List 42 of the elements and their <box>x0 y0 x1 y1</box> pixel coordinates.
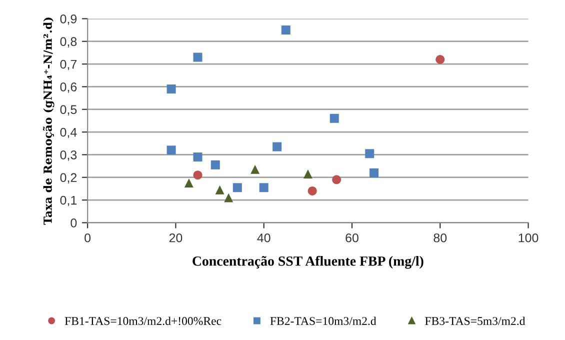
y-tick-label: 0,2 <box>60 173 77 184</box>
point <box>193 170 202 180</box>
x-tick-label: 60 <box>346 233 358 242</box>
point <box>210 160 220 170</box>
point <box>370 168 379 178</box>
x-tick-label: 40 <box>257 233 270 242</box>
y-tick-label: 0,6 <box>60 82 77 93</box>
point <box>215 185 224 194</box>
x-tick-label: 80 <box>434 233 447 242</box>
point <box>232 183 242 192</box>
point <box>330 114 339 123</box>
y-axis-title: Taxa de Remoção (gNH₄⁺-N/m².d) <box>42 18 54 225</box>
point <box>166 146 176 155</box>
point <box>303 169 312 178</box>
y-tick-label: 0,4 <box>60 128 77 138</box>
legend-label: FB2-TAS=10m3/m2.d <box>270 316 376 326</box>
y-tick-label: 0,3 <box>60 150 77 161</box>
point <box>308 186 317 196</box>
point <box>332 175 342 184</box>
x-tick-label: 100 <box>518 233 538 242</box>
legend-label: FB1-TAS=10m3/m2.d+!00%Rec <box>64 316 222 326</box>
y-tick-label: 0,1 <box>60 196 77 206</box>
y-tick-label: 0,7 <box>60 60 77 70</box>
point <box>365 149 374 158</box>
y-tick-label: 0,9 <box>60 14 77 25</box>
y-tick-label: 0,8 <box>60 37 77 48</box>
x-axis-title: Concentração SST Afluente FBP (mg/l) <box>192 256 424 269</box>
point <box>184 178 194 188</box>
point <box>193 152 202 162</box>
legend-label: FB3-TAS=5m3/m2.d <box>425 316 526 326</box>
x-tick-label: 0 <box>84 233 91 242</box>
point <box>224 193 234 202</box>
point <box>193 52 202 62</box>
x-tick-label: 20 <box>169 233 182 242</box>
point <box>436 55 445 64</box>
y-tick-label: 0 <box>70 218 77 228</box>
point <box>281 26 290 35</box>
point <box>250 164 260 174</box>
point <box>166 84 176 94</box>
point <box>259 183 268 192</box>
y-tick-label: 0,5 <box>60 105 77 116</box>
point <box>272 142 282 152</box>
